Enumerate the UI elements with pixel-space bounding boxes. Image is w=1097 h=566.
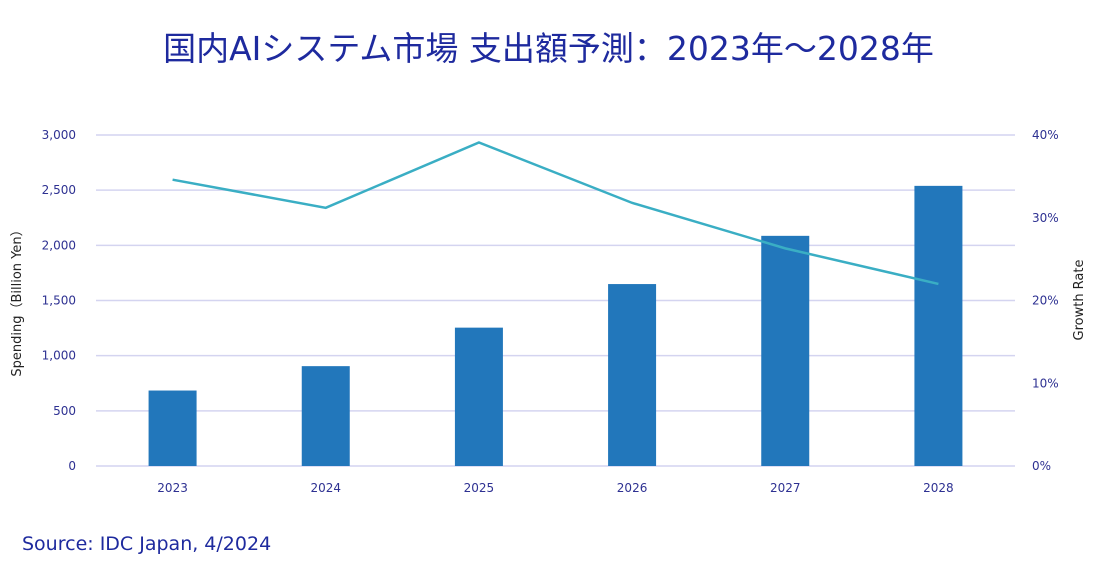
source-note: Source: IDC Japan, 4/2024 bbox=[22, 533, 272, 555]
bar-2025 bbox=[454, 327, 503, 466]
growth-rate-line bbox=[172, 141, 939, 286]
y-tick-label: 500 bbox=[53, 404, 76, 418]
y-tick-label: 2,000 bbox=[42, 238, 76, 252]
y-right-tick-label: 40% bbox=[1032, 128, 1059, 142]
x-tick-label: 2028 bbox=[923, 481, 954, 495]
x-tick-label: 2027 bbox=[770, 481, 801, 495]
y-right-tick-label: 0% bbox=[1032, 459, 1051, 473]
y-right-tick-label: 10% bbox=[1032, 376, 1059, 390]
y-axis-label: Spending（Billion Yen） bbox=[10, 223, 25, 376]
chart-title: 国内AIシステム市場 支出額予測：2023年～2028年 bbox=[163, 29, 934, 68]
y-tick-label: 1,000 bbox=[42, 349, 76, 363]
x-tick-label: 2024 bbox=[310, 481, 341, 495]
x-tick-label: 2023 bbox=[157, 481, 188, 495]
y-right-tick-label: 30% bbox=[1032, 211, 1059, 225]
y-tick-label: 3,000 bbox=[42, 128, 76, 142]
y-right-axis-label: Growth Rate bbox=[1072, 260, 1087, 341]
bar-2028 bbox=[914, 185, 963, 467]
x-tick-label: 2025 bbox=[464, 481, 495, 495]
y-tick-label: 2,500 bbox=[42, 183, 76, 197]
x-tick-label: 2026 bbox=[617, 481, 648, 495]
y-tick-label: 1,500 bbox=[42, 294, 76, 308]
y-right-tick-label: 20% bbox=[1032, 294, 1059, 308]
bar-2024 bbox=[301, 366, 350, 466]
bar-2023 bbox=[148, 390, 197, 466]
bar-2026 bbox=[608, 284, 657, 466]
bar-2027 bbox=[761, 235, 810, 466]
y-tick-label: 0 bbox=[68, 459, 76, 473]
